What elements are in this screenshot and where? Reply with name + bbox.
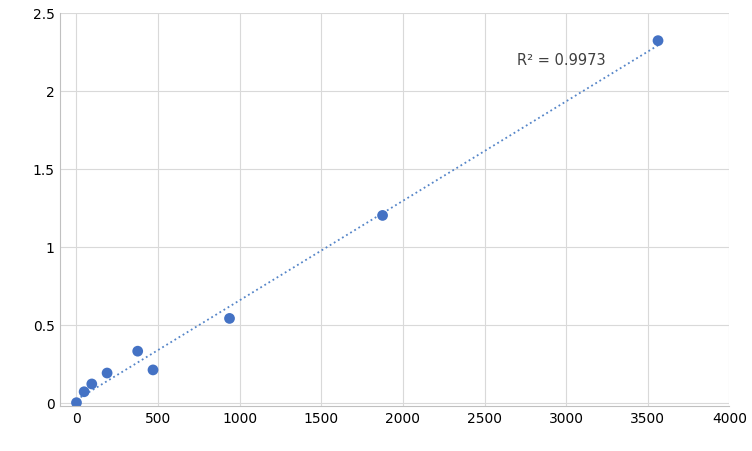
Point xyxy=(652,38,664,45)
Point xyxy=(101,370,113,377)
Point xyxy=(377,212,389,220)
Point xyxy=(132,348,144,355)
Point xyxy=(71,399,83,406)
Point xyxy=(223,315,235,322)
Point xyxy=(78,388,90,396)
Point xyxy=(86,381,98,388)
Text: R² = 0.9973: R² = 0.9973 xyxy=(517,53,606,68)
Point xyxy=(147,367,159,374)
